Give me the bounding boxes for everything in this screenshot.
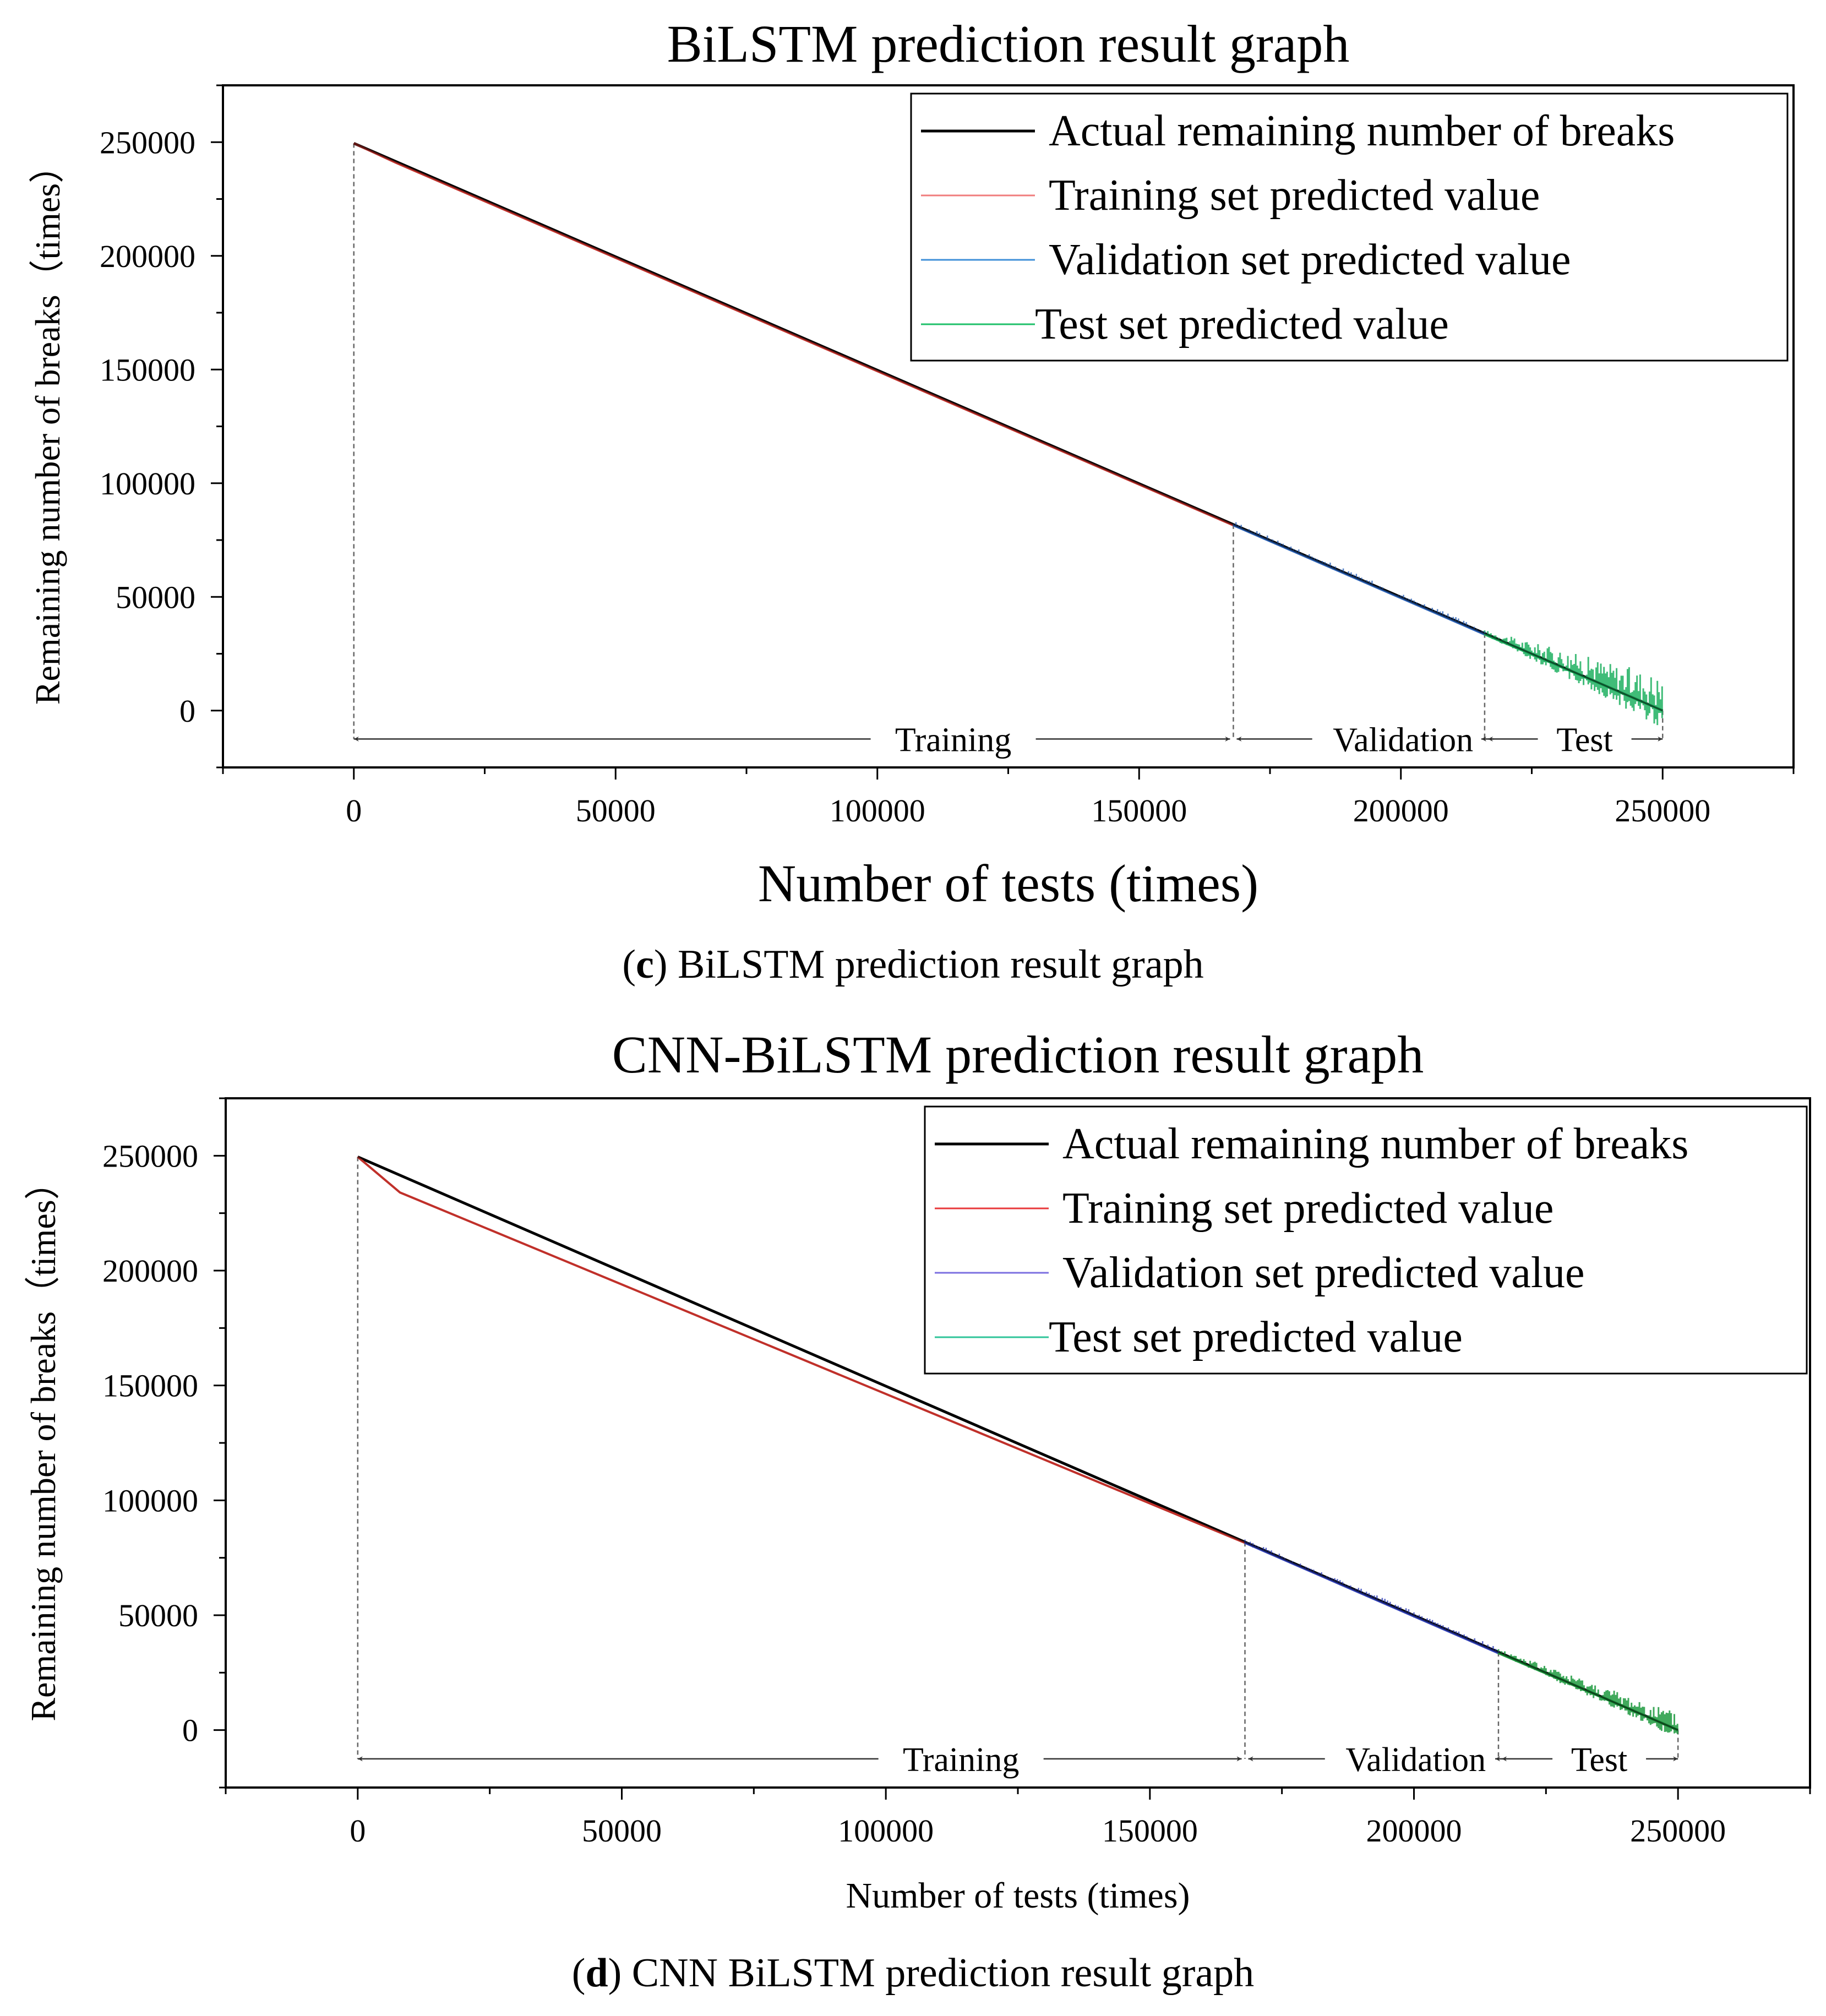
caption-text: BiLSTM prediction result graph bbox=[667, 942, 1204, 987]
region-label: Validation bbox=[1333, 721, 1473, 759]
panel-c: BiLSTM prediction result graph 0 50000 1000… bbox=[0, 0, 1826, 1007]
legend-label: Test set predicted value bbox=[1035, 300, 1449, 348]
y-tick-label: 200000 bbox=[100, 238, 195, 274]
legend-label: Test set predicted value bbox=[1049, 1313, 1463, 1361]
x-axis-label: Number of tests (times) bbox=[758, 854, 1258, 913]
series-line bbox=[357, 1156, 1246, 1544]
x-tick-label: 150000 bbox=[1102, 1813, 1198, 1849]
y-tick-label: 150000 bbox=[102, 1368, 198, 1404]
y-tick-label: 150000 bbox=[100, 352, 195, 388]
chart-title: BiLSTM prediction result graph bbox=[667, 14, 1350, 73]
region-label: Training bbox=[895, 721, 1011, 759]
caption-letter: d bbox=[585, 1950, 608, 1996]
y-tick-label: 100000 bbox=[102, 1483, 198, 1518]
actual-line-overlay bbox=[353, 142, 1663, 712]
chart-d: CNN-BiLSTM prediction result graph 0 50000… bbox=[24, 1025, 1811, 1916]
y-axis-label: Remaining number of breaks（times） bbox=[28, 148, 67, 705]
region-label: Validation bbox=[1345, 1741, 1486, 1779]
panel-d: CNN-BiLSTM prediction result graph 0 50000… bbox=[0, 1007, 1826, 2016]
x-tick-label: 0 bbox=[350, 1813, 366, 1849]
x-tick-label: 100000 bbox=[830, 793, 925, 829]
actual-line-overlay bbox=[357, 1156, 1678, 1731]
caption-text: CNN BiLSTM prediction result graph bbox=[622, 1950, 1255, 1996]
caption-c: (c) BiLSTM prediction result graph bbox=[622, 942, 1204, 987]
y-tick-label: 250000 bbox=[102, 1138, 198, 1174]
caption-letter: c bbox=[635, 942, 654, 987]
y-tick-label: 50000 bbox=[116, 579, 195, 615]
x-tick-label: 0 bbox=[346, 793, 362, 829]
chart-c: BiLSTM prediction result graph 0 50000 1000… bbox=[28, 14, 1795, 913]
x-tick-label: 200000 bbox=[1366, 1813, 1462, 1849]
y-tick-label: 100000 bbox=[100, 466, 195, 502]
y-tick-label: 200000 bbox=[102, 1253, 198, 1289]
legend-label: Validation set predicted value bbox=[1062, 1249, 1585, 1297]
region-label: Training bbox=[903, 1741, 1019, 1779]
y-tick-label: 0 bbox=[182, 1713, 198, 1748]
legend-box bbox=[924, 1105, 1808, 1375]
y-tick-label: 50000 bbox=[118, 1598, 198, 1633]
legend-label: Actual remaining number of breaks bbox=[1062, 1120, 1688, 1168]
caption-d: (d) CNN BiLSTM prediction result graph bbox=[571, 1950, 1255, 1996]
x-tick-label: 200000 bbox=[1353, 793, 1449, 829]
x-tick-label: 100000 bbox=[838, 1813, 934, 1849]
x-tick-label: 50000 bbox=[576, 793, 656, 829]
chart-title: CNN-BiLSTM prediction result graph bbox=[612, 1025, 1424, 1084]
y-tick-label: 250000 bbox=[100, 124, 195, 160]
legend-label: Training set predicted value bbox=[1049, 171, 1540, 220]
x-axis-label: Number of tests (times) bbox=[846, 1876, 1190, 1916]
legend-label: Training set predicted value bbox=[1062, 1184, 1554, 1233]
y-axis-label: Remaining number of breaks（times） bbox=[24, 1164, 63, 1721]
legend-label: Actual remaining number of breaks bbox=[1049, 107, 1675, 155]
region-label: Test bbox=[1556, 721, 1612, 759]
x-tick-label: 250000 bbox=[1630, 1813, 1726, 1849]
y-tick-label: 0 bbox=[179, 693, 195, 729]
x-tick-label: 50000 bbox=[582, 1813, 662, 1849]
legend-label: Validation set predicted value bbox=[1049, 236, 1571, 284]
x-tick-label: 250000 bbox=[1615, 793, 1710, 829]
x-tick-label: 150000 bbox=[1091, 793, 1187, 829]
region-label: Test bbox=[1571, 1741, 1627, 1779]
legend-box bbox=[910, 92, 1789, 362]
